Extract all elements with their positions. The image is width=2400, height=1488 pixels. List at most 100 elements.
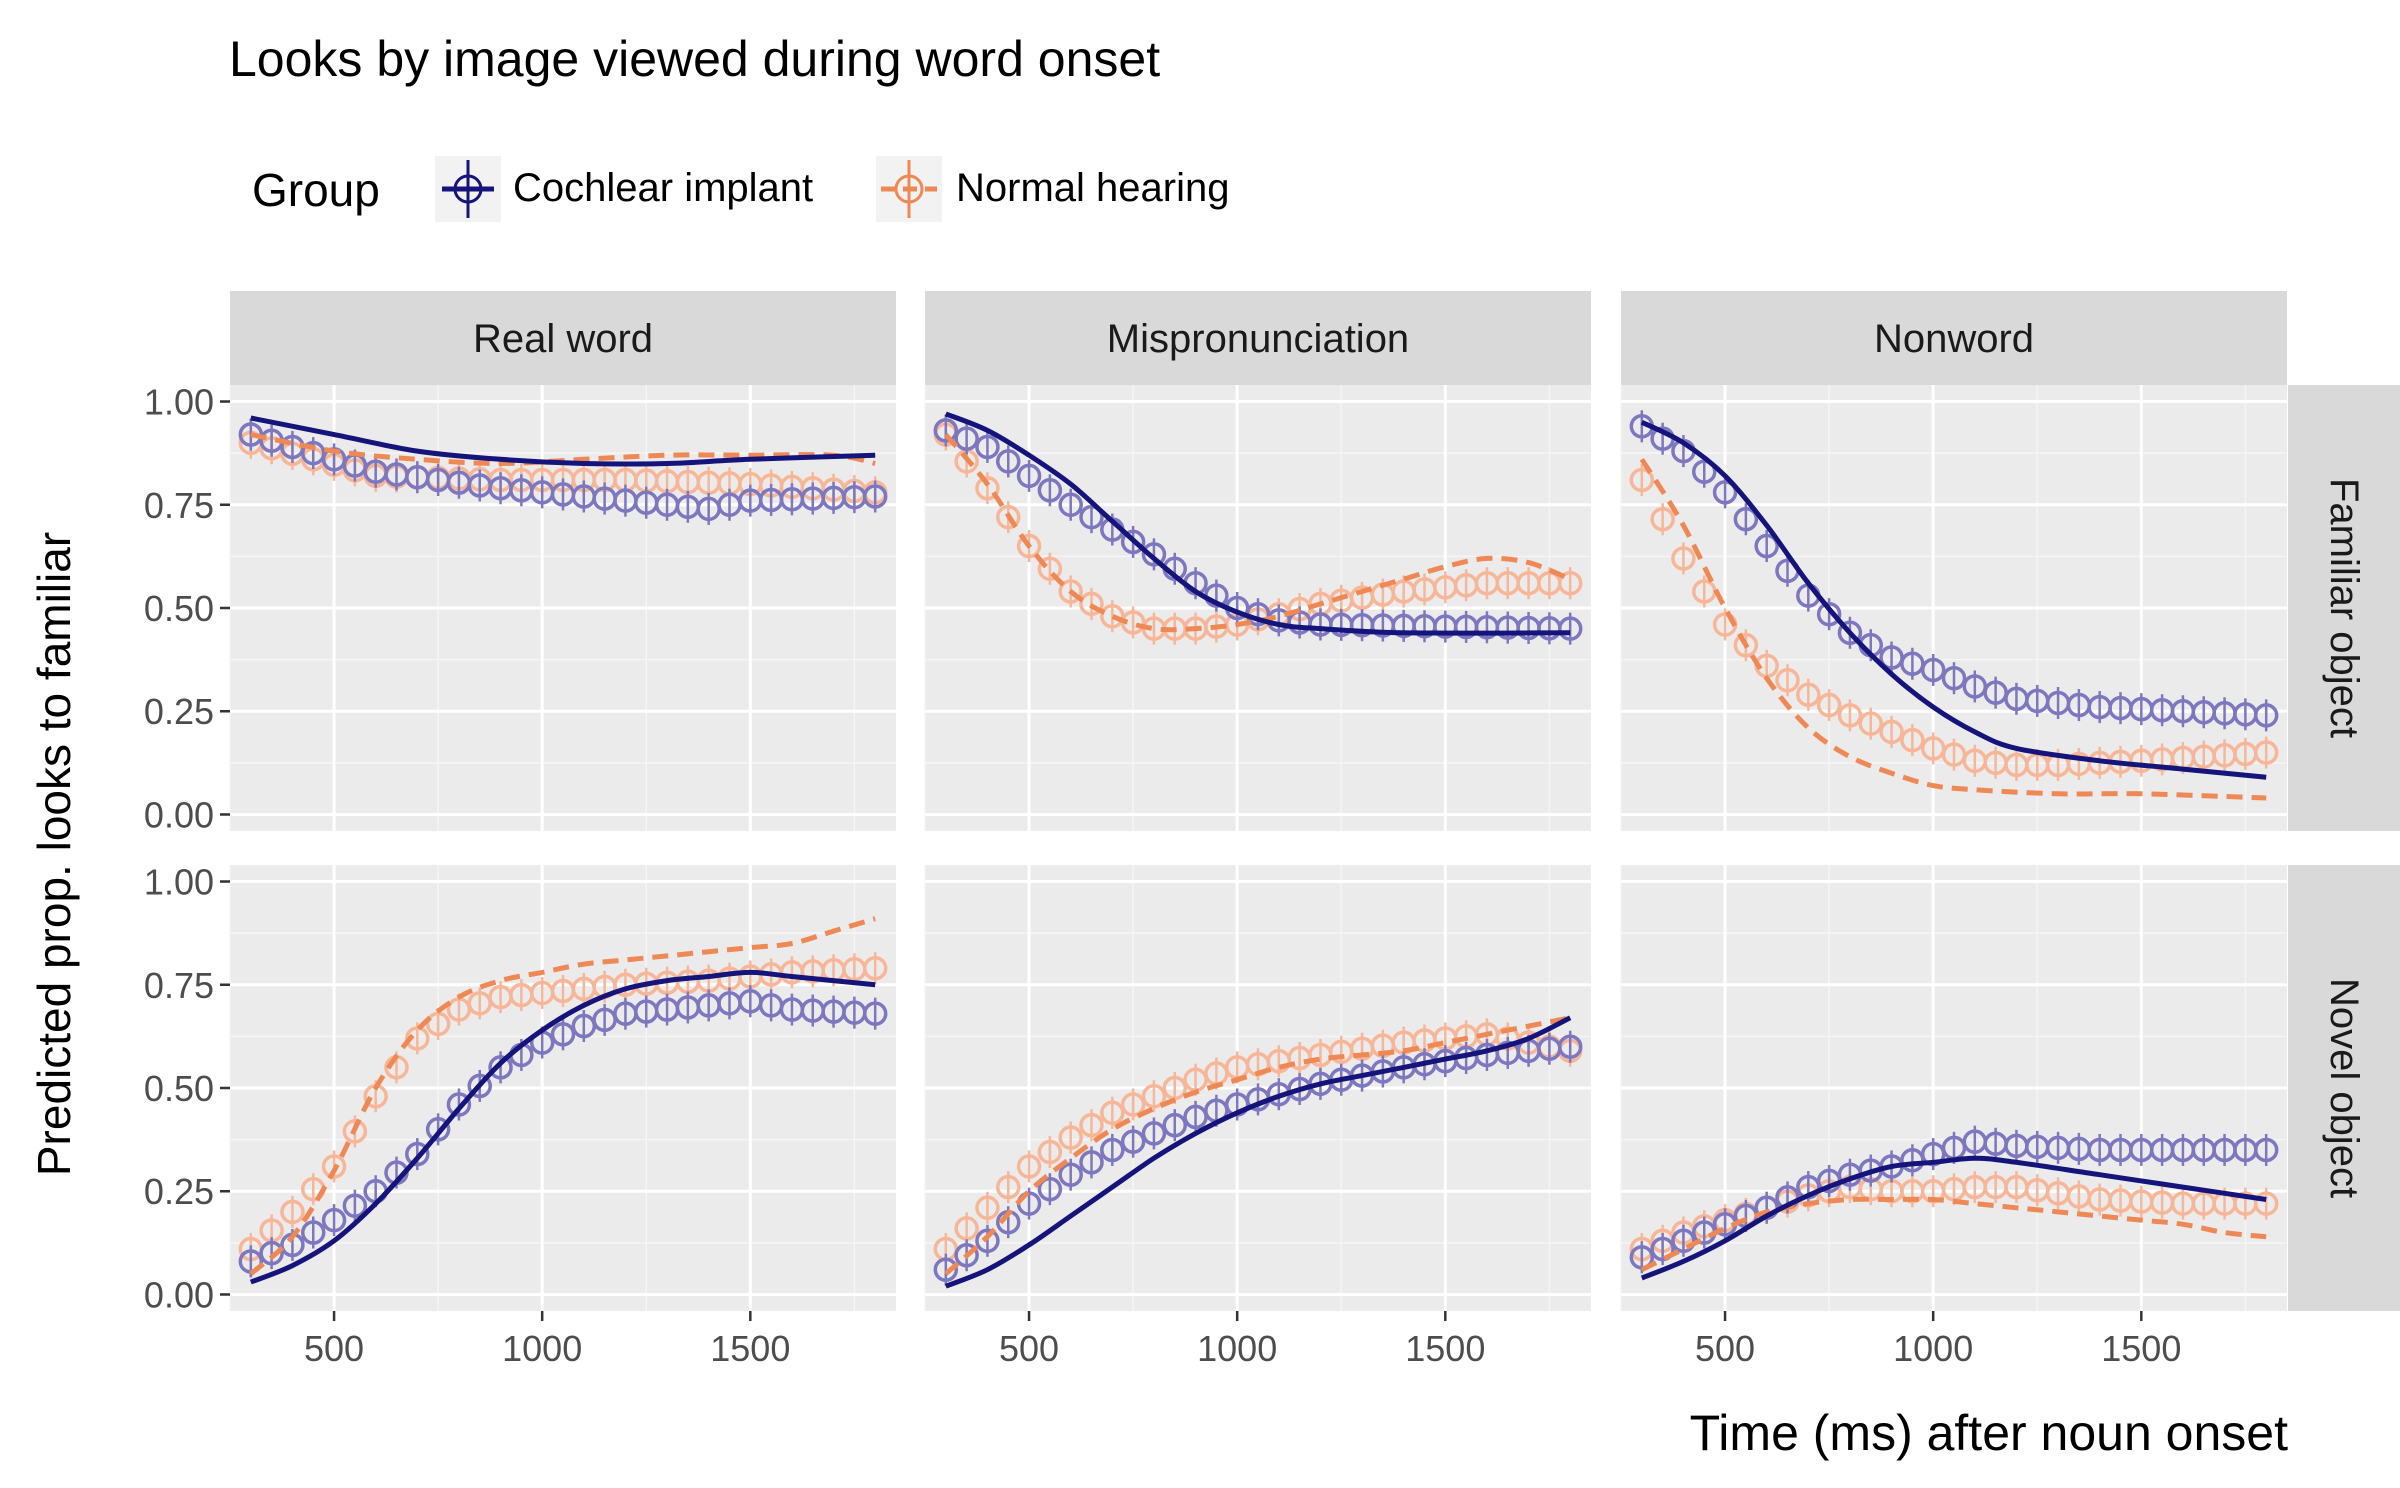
point-marker (405, 1141, 430, 1167)
data-point-ci (425, 1113, 451, 1146)
y-tick-label: 1.00 (144, 862, 214, 903)
facet-strip-novel-object: Novel object (2288, 865, 2400, 1311)
fit-line-ci (944, 411, 1571, 636)
point-marker (1037, 478, 1063, 503)
point-marker (1816, 692, 1842, 718)
facet-strip-bg (925, 291, 1591, 385)
point-marker (1796, 682, 1821, 707)
point-marker (1941, 665, 1967, 691)
data-point-nh (1900, 724, 1925, 757)
data-point-nh (1037, 552, 1063, 585)
point-marker (1058, 1125, 1083, 1150)
data-point-ci (1037, 1173, 1063, 1206)
facet-strip-bg (2288, 385, 2400, 831)
data-point-ci (862, 480, 888, 513)
point-marker (1920, 657, 1946, 683)
data-point-ci (1058, 1158, 1083, 1191)
point-marker (1141, 1121, 1167, 1146)
point-marker (1733, 632, 1759, 658)
points-ci (238, 985, 888, 1278)
point-marker (1650, 506, 1675, 532)
legend: Group Cochlear implant Normal hearing (252, 156, 1229, 222)
y-tick-label: 0.50 (144, 1068, 214, 1109)
fit-line-ci (1640, 419, 2267, 780)
y-tick-label: 1.00 (144, 382, 214, 423)
point-marker (2253, 1191, 2279, 1216)
data-point-ci (1079, 1146, 1104, 1179)
point-marker (1671, 546, 1696, 571)
point-marker (1120, 1129, 1146, 1154)
point-marker (1671, 1228, 1696, 1254)
point-marker (1692, 459, 1717, 484)
point-marker (996, 1174, 1021, 1200)
point-marker (1900, 727, 1925, 753)
point-marker (1079, 591, 1104, 617)
data-point-ci (2253, 1133, 2279, 1166)
point-marker (1058, 579, 1083, 604)
point-marker (1629, 467, 1655, 493)
data-point-ci (301, 1216, 326, 1249)
point-marker (1100, 1100, 1125, 1126)
data-point-ci (446, 1088, 472, 1121)
data-point-nh (2253, 736, 2279, 769)
data-point-ci (488, 1051, 513, 1084)
points-ci (1629, 410, 2279, 732)
point-marker (996, 504, 1021, 530)
data-point-ci (1100, 1133, 1125, 1166)
point-marker (1557, 570, 1583, 596)
data-point-ci (1941, 662, 1967, 695)
data-point-nh (1650, 503, 1675, 536)
data-point-ci (1816, 598, 1842, 631)
data-point-nh (1796, 678, 1821, 711)
point-marker (425, 1117, 451, 1142)
data-point-ci (975, 1224, 1000, 1257)
point-marker (446, 1092, 472, 1117)
facet-strip-real-word: Real word (230, 291, 896, 385)
data-point-ci (1557, 612, 1583, 645)
data-point-ci (996, 445, 1021, 478)
point-marker (933, 1257, 959, 1282)
facet-strip-familiar-object: Familiar object (2288, 385, 2400, 831)
facet-strip-label: Novel object (2322, 978, 2366, 1198)
data-point-ci (259, 1237, 284, 1270)
facet-strip-bg (230, 291, 896, 385)
point-marker (1712, 480, 1738, 505)
fit-line-ci (1640, 1155, 2267, 1281)
fit-line-nh (250, 432, 876, 467)
fit-line-ci (249, 969, 876, 1285)
point-marker (1141, 1084, 1167, 1109)
y-axis-title: Predicted prop. looks to familiar (28, 532, 80, 1176)
data-point-ci (342, 1189, 368, 1222)
point-marker (1816, 601, 1842, 627)
legend-label-ci: Cochlear implant (513, 166, 813, 210)
data-point-ci (933, 1253, 959, 1286)
panel-nonword-novel-object: 500 1000 1500 (1620, 865, 2287, 1369)
data-point-nh (1816, 689, 1842, 722)
x-axis-title: Time (ms) after noun onset (1690, 1405, 2288, 1461)
data-point-ci (1079, 501, 1104, 534)
point-marker (1037, 556, 1063, 582)
data-point-nh (280, 1195, 305, 1228)
data-point-ci (1141, 538, 1167, 571)
point-marker (1037, 1139, 1063, 1165)
data-point-ci (550, 1018, 576, 1051)
fit-line-nh (943, 432, 1572, 633)
x-tick-label: 1000 (1197, 1328, 1277, 1369)
facet-strip-bg (1621, 291, 2287, 385)
point-marker (862, 1001, 888, 1026)
x-tick-label: 500 (1695, 1328, 1755, 1369)
point-marker (1016, 533, 1042, 559)
fit-line-nh (1640, 1196, 2267, 1272)
data-point-nh (862, 952, 888, 985)
panel-real-word-novel-object: 0.00 0.25 0.50 0.75 1.00 500 1000 1500 (144, 862, 896, 1369)
y-tick-label: 0.00 (144, 1274, 214, 1315)
point-marker (862, 955, 888, 981)
legend-label-nh: Normal hearing (956, 166, 1229, 210)
fit-line-nh (249, 916, 876, 1276)
data-point-nh (1837, 699, 1863, 732)
panel-mispronunciation-novel-object: 500 1000 1500 (924, 865, 1591, 1369)
y-tick-label: 0.25 (144, 691, 214, 732)
x-tick-label: 1500 (710, 1328, 790, 1369)
point-marker (1120, 1092, 1146, 1117)
